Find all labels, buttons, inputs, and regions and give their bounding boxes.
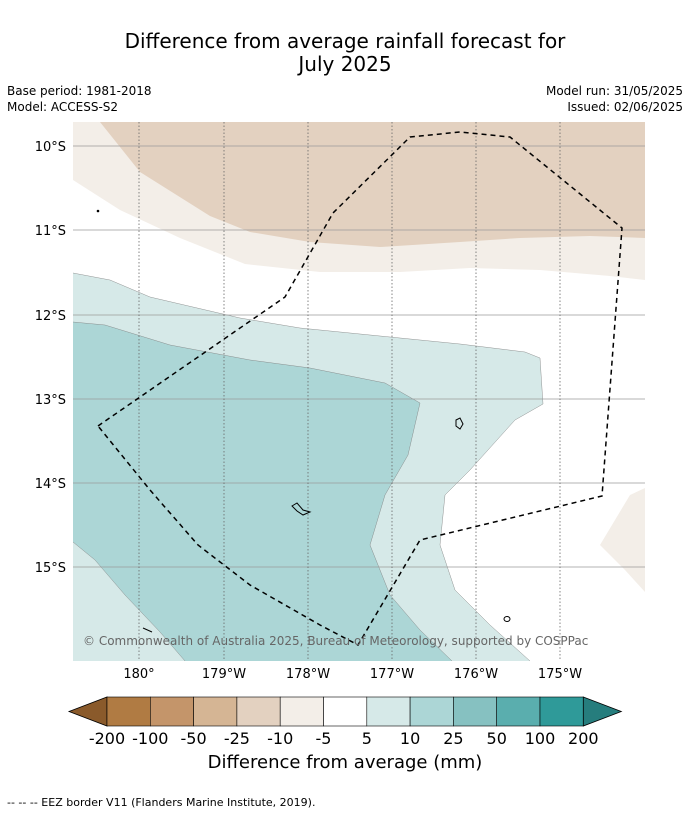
colorbar-tick-label: -10 [267, 729, 293, 748]
zone-minus-10 [100, 122, 645, 247]
colorbar-tick-label: 50 [487, 729, 507, 748]
colorbar-swatch [150, 696, 194, 727]
eez-legend-note: -- -- -- EEZ border V11 (Flanders Marine… [7, 796, 316, 809]
colorbar-arrow-left [67, 696, 108, 727]
island-southwest [142, 627, 153, 633]
colorbar-swatch [323, 696, 368, 727]
map-title: Difference from average rainfall forecas… [0, 30, 690, 76]
lon-label: 175°W [538, 667, 582, 682]
colorbar-tick-label: -200 [89, 729, 125, 748]
colorbar-tick-label: 25 [443, 729, 463, 748]
island-east [455, 417, 464, 430]
colorbar-tick-label: -100 [132, 729, 168, 748]
colorbar-swatch [453, 696, 497, 727]
longitude-gridlines [138, 122, 561, 661]
lon-label: 179°W [202, 667, 246, 682]
colorbar-tick-label: 200 [568, 729, 599, 748]
meta-right: Model run: 31/05/2025 Issued: 02/06/2025 [546, 83, 683, 115]
colorbar-arrow-right [582, 696, 623, 727]
lat-label: 12°S [35, 309, 66, 324]
lat-label: 14°S [35, 477, 66, 492]
colorbar-swatch [106, 696, 151, 727]
island-vanua-levu [291, 502, 312, 516]
zone-plus-10 [73, 322, 452, 661]
longitude-labels: 180° 179°W 178°W 177°W 176°W 175°W [123, 667, 582, 682]
islands [96, 209, 511, 633]
zone-plus-5-sw [73, 542, 185, 661]
island-dot [96, 209, 100, 213]
base-period: Base period: 1981-2018 [7, 84, 152, 98]
latitude-labels: 10°S 11°S 12°S 13°S 14°S 15°S [35, 140, 66, 576]
colorbar-tick-label: 100 [525, 729, 556, 748]
colorbar-label: Difference from average (mm) [207, 752, 483, 773]
lon-label: 177°W [370, 667, 414, 682]
lat-label: 10°S [35, 140, 66, 155]
island-south [503, 616, 511, 622]
contour-lines [73, 272, 544, 661]
title-line-1: Difference from average rainfall forecas… [124, 29, 566, 53]
eez-border [96, 131, 623, 646]
colorbar-tick-label: -50 [181, 729, 207, 748]
colorbar-tick-label: 10 [400, 729, 420, 748]
lon-label: 176°W [454, 667, 498, 682]
issued-date: Issued: 02/06/2025 [567, 100, 683, 114]
copyright: © Commonwealth of Australia 2025, Bureau… [83, 634, 588, 648]
colorbar-tick-label: 5 [362, 729, 372, 748]
colorbar-tick-label: -25 [224, 729, 250, 748]
lon-label: 180° [123, 667, 154, 682]
lat-label: 13°S [35, 393, 66, 408]
colorbar-swatch [539, 696, 584, 727]
colorbar-swatch [279, 696, 324, 727]
title-line-2: July 2025 [298, 52, 392, 76]
model-name: Model: ACCESS-S2 [7, 100, 119, 114]
rainfall-anomaly-map: © Commonwealth of Australia 2025, Bureau… [73, 122, 645, 661]
lat-label: 15°S [35, 561, 66, 576]
colorbar-swatch [366, 696, 411, 727]
meta-left: Base period: 1981-2018 Model: ACCESS-S2 [7, 83, 152, 115]
colorbar-swatch [496, 696, 541, 727]
lat-label: 11°S [35, 224, 66, 239]
model-run: Model run: 31/05/2025 [545, 84, 683, 98]
lon-label: 178°W [286, 667, 330, 682]
colorbar-swatch [193, 696, 238, 727]
colorbar-swatch [409, 696, 454, 727]
latitude-gridlines [73, 145, 645, 568]
zone-minus-5-se [600, 488, 645, 592]
colorbar: -200 -100 -50 -25 -10 -5 5 10 25 50 100 200 [67, 696, 623, 748]
colorbar-tick-label: -5 [316, 729, 332, 748]
colorbar-swatch [236, 696, 281, 727]
